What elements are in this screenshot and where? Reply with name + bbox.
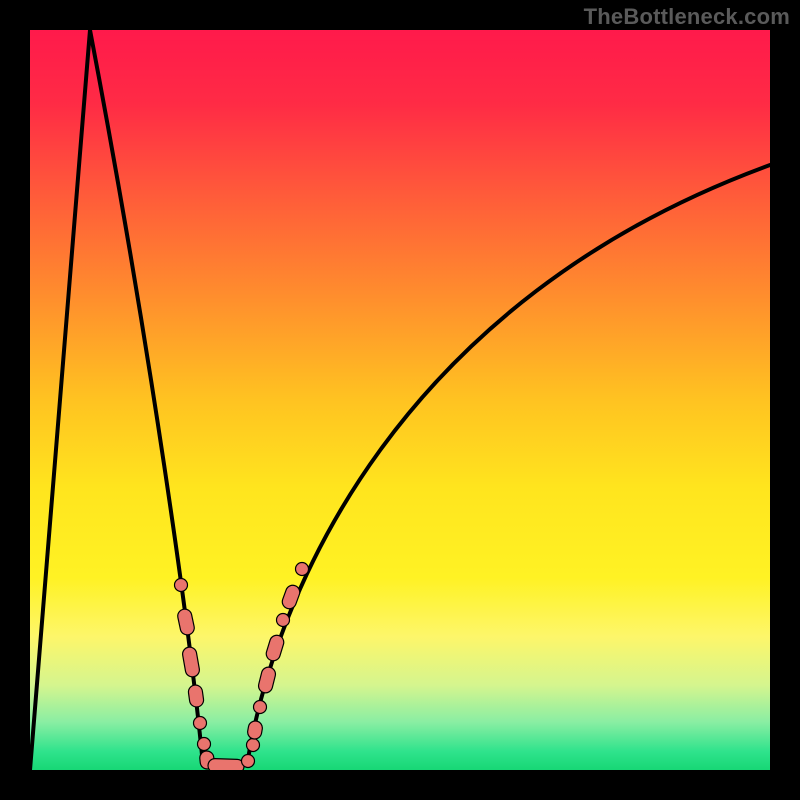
gradient-background <box>30 30 770 770</box>
chart-svg <box>30 30 770 770</box>
marker-dot <box>254 701 267 714</box>
marker-dot <box>277 614 290 627</box>
marker-dot <box>194 717 207 730</box>
marker-dot <box>198 738 211 751</box>
marker-capsule <box>208 758 244 770</box>
marker-dot <box>175 579 188 592</box>
plot-area <box>30 30 770 770</box>
watermark-text: TheBottleneck.com <box>584 4 790 30</box>
marker-dot <box>247 739 260 752</box>
chart-canvas: TheBottleneck.com <box>0 0 800 800</box>
marker-dot <box>296 563 309 576</box>
marker-dot <box>242 755 255 768</box>
